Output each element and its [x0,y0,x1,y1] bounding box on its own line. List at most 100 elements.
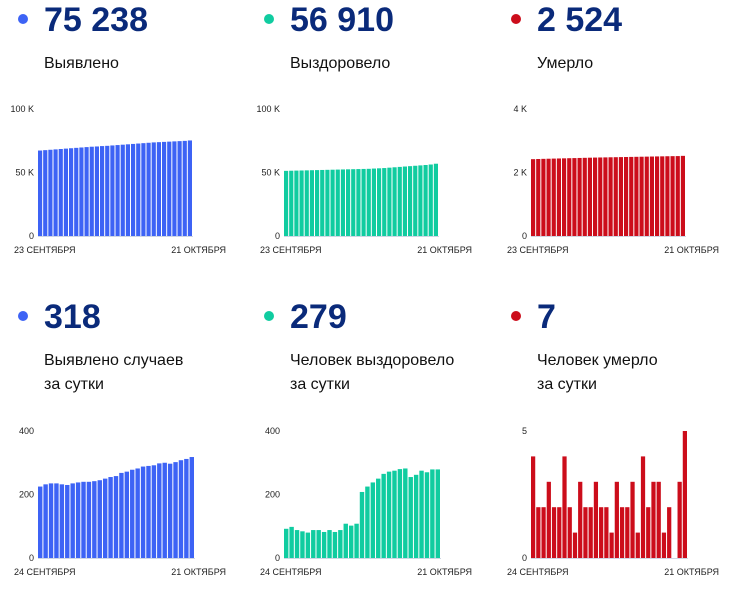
bar [359,491,365,558]
stat-label: Выявлено случаев за сутки [44,352,184,393]
bar [572,532,578,558]
stat-number: 2 524 [537,1,623,39]
bar [157,463,162,558]
bar [609,532,614,558]
bar [86,481,92,558]
bar [625,507,630,558]
bar [536,159,541,236]
bar [593,157,598,236]
x-end-label: 21 ОКТЯБРЯ [664,567,719,577]
bar [309,170,314,236]
bar [376,478,381,559]
bar [300,531,305,558]
y-tick-label: 100 K [256,104,280,114]
y-tick-label: 0 [29,553,34,563]
bar [89,146,94,236]
bar-chart-cumulative_detected: 0 50 K 100 K 23 СЕНТЯБРЯ 21 ОКТЯБРЯ [10,104,226,255]
bar [167,463,173,558]
bar [75,482,81,558]
bar [418,165,423,236]
bar [371,168,376,236]
bar [136,143,141,236]
bar [294,170,299,236]
bar [94,146,99,236]
y-tick-label: 50 K [15,168,34,178]
bar [365,486,370,558]
x-end-label: 21 ОКТЯБРЯ [417,567,472,577]
legend-dot-icon [511,311,521,321]
bar [59,484,65,558]
bar [531,159,536,236]
bar [423,165,428,236]
bar [146,142,151,236]
bar [402,166,407,236]
bar [624,157,629,236]
bar [651,481,656,558]
bar [578,481,583,558]
bar [284,170,289,236]
bar [332,531,338,559]
bar [646,507,651,558]
bar [619,507,625,558]
bar [321,531,327,559]
bar [348,525,354,558]
bar [54,483,59,558]
bar [665,156,670,236]
bar [294,530,300,558]
bar [419,470,424,558]
bar [146,465,151,559]
bar [178,460,184,558]
y-tick-label: 5 [522,426,527,436]
bar [70,483,75,558]
bar [140,466,146,558]
bar [675,156,680,236]
bar [562,456,567,558]
bar-chart-daily_deaths: 0 5 24 СЕНТЯБРЯ 21 ОКТЯБРЯ [507,426,719,577]
bar [536,507,541,558]
y-tick-label: 200 [265,490,280,500]
bar [639,156,644,236]
bar [667,507,672,558]
bar [172,141,177,236]
stat-label: Умерло [537,55,594,72]
bar [79,147,84,236]
bar [588,507,593,558]
x-start-label: 23 СЕНТЯБРЯ [260,245,322,255]
bar [182,140,187,236]
bar [354,523,359,558]
x-start-label: 23 СЕНТЯБРЯ [14,245,76,255]
stat-number: 318 [44,298,101,336]
bar [110,145,115,236]
bar [92,481,97,558]
bar [113,476,119,558]
bar [130,469,135,559]
bar [408,477,413,558]
bar [381,473,386,558]
bar [48,149,53,236]
bar [644,156,649,237]
bar [656,481,661,558]
bar [156,142,161,236]
bar [392,470,397,558]
bar [177,141,182,236]
y-tick-label: 400 [265,426,280,436]
bar [119,472,124,558]
bar [541,507,546,558]
bar [604,507,609,558]
legend-dot-icon [264,311,274,321]
bar [403,468,408,558]
bar [346,169,351,236]
bar [556,158,561,236]
bar [338,530,343,558]
legend-dot-icon [18,311,28,321]
bar [386,471,392,558]
bar [593,481,599,558]
bar [97,480,102,558]
bar [299,170,304,236]
bar [614,481,619,558]
stat-label: Выявлено [44,55,119,72]
bar [603,157,608,236]
bar [53,149,58,236]
y-tick-label: 200 [19,490,34,500]
bar [649,156,654,236]
